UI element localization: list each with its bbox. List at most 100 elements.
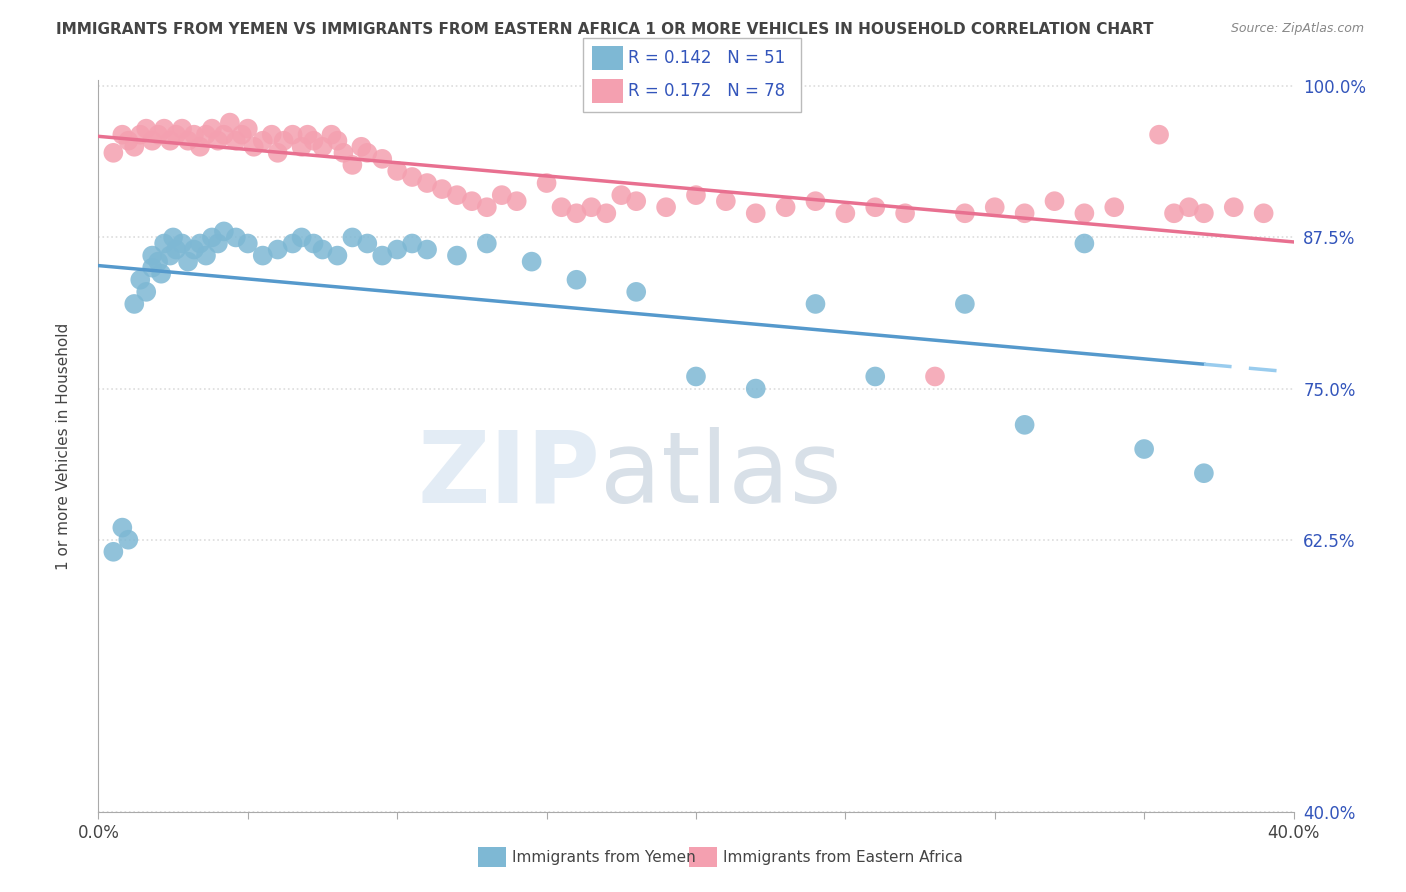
Point [356, 145, 378, 160]
Point [243, 140, 266, 154]
Point [129, 128, 152, 142]
Point [291, 140, 314, 154]
Point [281, 128, 304, 142]
Point [159, 134, 181, 148]
Point [281, 236, 304, 251]
Point [1043, 194, 1066, 209]
Point [350, 140, 373, 154]
Point [311, 140, 333, 154]
Point [953, 206, 976, 220]
Point [141, 249, 163, 263]
Point [172, 121, 194, 136]
Point [626, 194, 648, 209]
Point [150, 267, 173, 281]
Point [446, 249, 468, 263]
Point [953, 297, 976, 311]
Point [225, 134, 247, 148]
Point [141, 134, 163, 148]
Point [267, 243, 290, 257]
Text: Source: ZipAtlas.com: Source: ZipAtlas.com [1230, 22, 1364, 36]
Point [475, 236, 498, 251]
Point [865, 200, 887, 214]
Point [165, 128, 187, 142]
Point [356, 236, 378, 251]
Point [685, 188, 707, 202]
Point [236, 236, 259, 251]
Point [183, 243, 205, 257]
Point [371, 249, 394, 263]
Point [610, 188, 633, 202]
Point [291, 230, 314, 244]
Point [430, 182, 453, 196]
Point [148, 128, 170, 142]
Point [165, 243, 187, 257]
Point [385, 243, 409, 257]
Point [103, 545, 125, 559]
Point [153, 121, 176, 136]
Point [124, 297, 146, 311]
Point [302, 236, 325, 251]
Point [326, 134, 349, 148]
Point [195, 249, 218, 263]
Point [231, 128, 253, 142]
Text: Immigrants from Yemen: Immigrants from Yemen [512, 850, 696, 864]
Point [225, 230, 247, 244]
Point [177, 254, 200, 268]
Text: R = 0.172   N = 78: R = 0.172 N = 78 [628, 82, 786, 100]
Point [342, 158, 364, 172]
Point [401, 236, 423, 251]
Point [520, 254, 543, 268]
Point [1253, 206, 1275, 220]
Point [207, 236, 229, 251]
Point [804, 194, 827, 209]
Point [984, 200, 1007, 214]
Point [124, 140, 146, 154]
Point [177, 134, 200, 148]
Point [1073, 236, 1095, 251]
Point [461, 194, 484, 209]
Point [1192, 466, 1215, 480]
Point [111, 128, 134, 142]
Point [685, 369, 707, 384]
Point [1163, 206, 1185, 220]
Point [321, 128, 343, 142]
Text: Immigrants from Eastern Africa: Immigrants from Eastern Africa [723, 850, 963, 864]
Point [491, 188, 513, 202]
Point [775, 200, 797, 214]
Point [188, 140, 211, 154]
Point [595, 206, 617, 220]
Point [260, 128, 283, 142]
Text: R = 0.142   N = 51: R = 0.142 N = 51 [628, 49, 786, 67]
Point [252, 249, 274, 263]
Point [894, 206, 917, 220]
Point [117, 533, 139, 547]
Point [342, 230, 364, 244]
Point [1178, 200, 1201, 214]
Point [371, 152, 394, 166]
Point [1014, 206, 1036, 220]
Point [655, 200, 678, 214]
Point [475, 200, 498, 214]
Point [804, 297, 827, 311]
Point [506, 194, 529, 209]
Point [212, 224, 235, 238]
Point [129, 273, 152, 287]
Point [212, 128, 235, 142]
Point [297, 128, 319, 142]
Point [626, 285, 648, 299]
Point [865, 369, 887, 384]
Point [302, 134, 325, 148]
Point [201, 230, 224, 244]
Point [745, 206, 768, 220]
Point [117, 134, 139, 148]
Point [201, 121, 224, 136]
Point [924, 369, 946, 384]
Point [332, 145, 354, 160]
Point [195, 128, 218, 142]
Point [135, 285, 157, 299]
Point [103, 145, 125, 160]
Point [581, 200, 603, 214]
Point [1014, 417, 1036, 432]
Point [416, 176, 439, 190]
Point [745, 382, 768, 396]
